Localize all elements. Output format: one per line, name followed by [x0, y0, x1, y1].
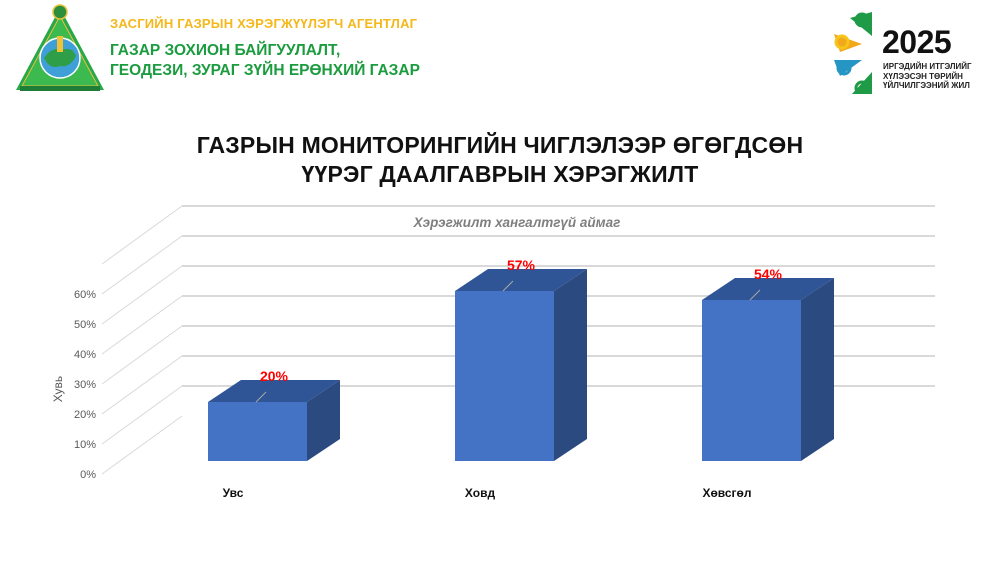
agency-name-line1: ГАЗАР ЗОХИОН БАЙГУУЛАЛТ,	[110, 42, 341, 59]
x-axis-categories: Увс Ховд Хөвсгөл	[223, 486, 752, 500]
slide-title-line1: ГАЗРЫН МОНИТОРИНГИЙН ЧИГЛЭЛЭЭР ӨГӨГДСӨН	[196, 132, 804, 158]
badge-subtitle-line3: ҮЙЛЧИЛГЭЭНИЙ ЖИЛ	[883, 81, 970, 90]
y-axis-ticks: 0% 10% 20% 30% 40% 50% 60%	[74, 289, 96, 481]
year-2025-badge-icon	[834, 12, 872, 94]
y-tick-label: 30%	[74, 379, 96, 391]
slide-title-line2: ҮҮРЭГ ДААЛГАВРЫН ХЭРЭГЖИЛТ	[301, 161, 699, 187]
bar-value-label: 57%	[507, 257, 536, 273]
bar-Хөвсгөл: 54%	[702, 266, 834, 461]
agency-name: ГАЗАР ЗОХИОН БАЙГУУЛАЛТ, ГЕОДЕЗИ, ЗУРАГ …	[110, 41, 420, 81]
chart-title: Хэрэгжилт хангалтгүй аймаг	[413, 215, 621, 230]
y-tick-label: 20%	[74, 409, 96, 421]
agency-name-line2: ГЕОДЕЗИ, ЗУРАГ ЗҮЙН ЕРӨНХИЙ ГАЗАР	[110, 62, 420, 79]
y-tick-label: 10%	[74, 439, 96, 451]
x-category-label: Увс	[223, 486, 244, 500]
x-category-label: Хөвсгөл	[702, 486, 751, 500]
agency-type-label: ЗАСГИЙН ГАЗРЫН ХЭРЭГЖҮҮЛЭГЧ АГЕНТЛАГ	[110, 16, 418, 31]
chart-bars: 20% 57% 54%	[208, 257, 834, 461]
x-category-label: Ховд	[465, 486, 496, 500]
slide-title: ГАЗРЫН МОНИТОРИНГИЙН ЧИГЛЭЛЭЭР ӨГӨГДСӨН …	[0, 131, 1000, 189]
y-tick-label: 50%	[74, 319, 96, 331]
badge-subtitle-line1: ИРГЭДИЙН ИТГЭЛИЙГ	[883, 62, 972, 71]
badge-subtitle-line2: ХҮЛЭЭСЭН ТӨРИЙН	[883, 71, 963, 81]
y-tick-label: 60%	[74, 289, 96, 301]
bar-Ховд: 57%	[455, 257, 587, 461]
badge-subtitle: ИРГЭДИЙН ИТГЭЛИЙГ ХҮЛЭЭСЭН ТӨРИЙН ҮЙЛЧИЛ…	[883, 62, 972, 91]
y-tick-label: 40%	[74, 349, 96, 361]
y-axis-label: Хувь	[51, 376, 65, 402]
badge-year: 2025	[882, 24, 952, 60]
bar-value-label: 54%	[754, 266, 783, 282]
agency-emblem-logo	[16, 4, 104, 91]
bar-value-label: 20%	[260, 368, 289, 384]
bar-Увс: 20%	[208, 368, 340, 461]
y-tick-label: 0%	[80, 469, 96, 481]
